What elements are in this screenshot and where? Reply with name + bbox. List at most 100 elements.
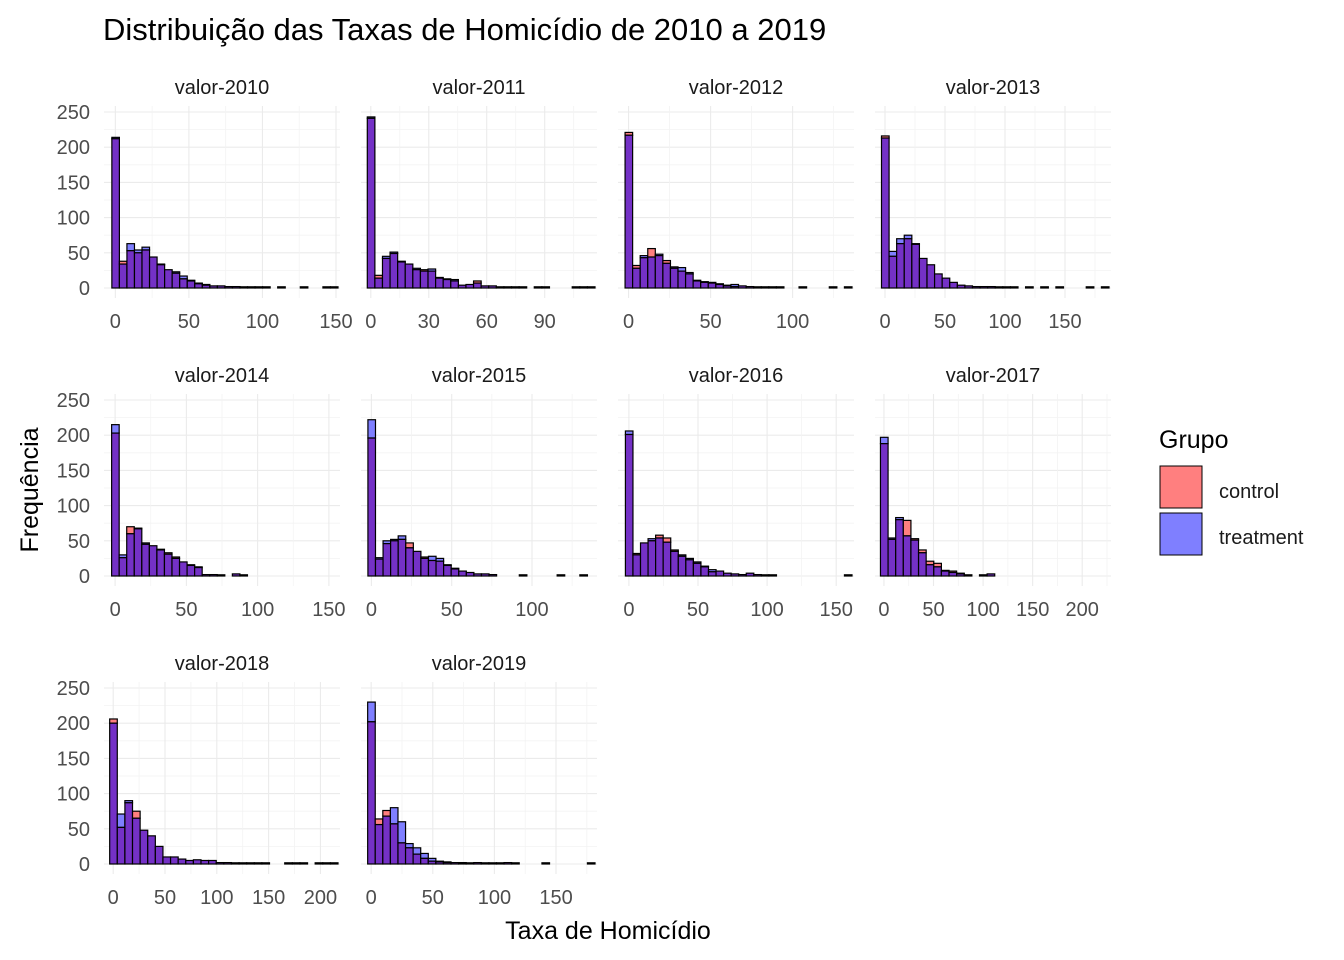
x-tick-label: 150 — [819, 599, 852, 621]
bar — [420, 557, 430, 577]
bar — [111, 432, 120, 577]
y-tick-label: 0 — [79, 854, 90, 876]
bar — [843, 286, 853, 289]
bar — [760, 574, 770, 577]
bar — [322, 862, 331, 865]
bar — [427, 860, 437, 865]
bar — [465, 862, 475, 865]
x-tick-label: 0 — [366, 599, 377, 621]
bar — [367, 721, 376, 865]
bar — [389, 823, 399, 865]
bar — [579, 574, 589, 577]
bar — [685, 559, 694, 577]
bar — [1009, 286, 1019, 289]
bar-segment — [662, 537, 672, 543]
bar — [903, 238, 913, 289]
strip-label: valor-2013 — [946, 77, 1041, 99]
bar — [722, 572, 732, 577]
x-tick-label: 150 — [539, 887, 572, 909]
bar — [148, 256, 158, 289]
bar — [541, 286, 551, 289]
bar — [480, 573, 490, 577]
y-tick-label: 50 — [68, 819, 90, 841]
bar — [662, 541, 672, 577]
bar — [571, 286, 581, 289]
y-tick-label: 0 — [79, 566, 90, 588]
y-tick-label: 50 — [68, 531, 90, 553]
bar — [239, 286, 249, 289]
bar — [171, 272, 181, 289]
bar-segment — [896, 238, 905, 245]
bar — [1100, 286, 1110, 289]
legend-label-treatment: treatment — [1219, 527, 1304, 549]
bar-segment — [405, 542, 414, 549]
x-tick-label: 0 — [623, 599, 634, 621]
bar — [700, 566, 710, 577]
x-tick-label: 0 — [366, 887, 377, 909]
bar — [488, 573, 498, 577]
bar-segment — [367, 419, 377, 439]
bar — [179, 278, 188, 289]
bar — [374, 277, 384, 289]
bar — [231, 573, 241, 577]
y-tick-label: 250 — [57, 390, 90, 412]
bar — [963, 574, 973, 577]
bar — [111, 138, 120, 289]
strip-label: valor-2014 — [175, 365, 270, 387]
y-tick-label: 0 — [79, 278, 90, 300]
x-tick-label: 150 — [319, 311, 352, 333]
bar-segment — [427, 555, 437, 562]
bar — [511, 862, 520, 865]
x-tick-label: 100 — [988, 311, 1021, 333]
x-tick-label: 0 — [878, 599, 889, 621]
bar — [647, 256, 656, 289]
bar — [503, 286, 513, 289]
bar — [1024, 286, 1034, 289]
facet-panel-valor-2016: valor-2016 0 50 100 150 — [618, 365, 854, 621]
bar — [208, 859, 217, 865]
bar — [390, 540, 399, 577]
facet-panel-valor-2018: valor-2018 0 50 100 150 200 250 0 50 100 150 200 — [57, 653, 340, 909]
x-tick-label: 100 — [776, 311, 809, 333]
bar — [971, 285, 981, 289]
bar — [116, 826, 126, 865]
x-tick-label: 0 — [108, 887, 119, 909]
bar — [186, 564, 196, 577]
x-tick-label: 0 — [879, 311, 890, 333]
bar — [126, 533, 135, 577]
strip-label: valor-2010 — [175, 77, 270, 99]
bar — [692, 562, 702, 577]
bar — [450, 568, 460, 577]
facet-panel-valor-2013: valor-2013 0 50 100 150 — [875, 77, 1111, 333]
bar — [412, 550, 422, 577]
bar — [647, 540, 657, 577]
bar — [382, 543, 392, 577]
bar — [632, 267, 641, 289]
bar-segment — [389, 807, 399, 825]
bar — [533, 286, 543, 289]
bar — [978, 574, 988, 577]
bar — [1055, 286, 1065, 289]
bar — [124, 802, 134, 865]
bar — [397, 842, 407, 865]
x-tick-label: 0 — [623, 311, 634, 333]
bar — [1085, 286, 1095, 289]
bar — [404, 263, 414, 289]
bar — [435, 861, 445, 865]
bar — [239, 574, 249, 577]
facet-panel-valor-2011: valor-2011 0 30 60 90 — [361, 77, 597, 333]
bar — [956, 573, 965, 577]
y-tick-label: 250 — [57, 102, 90, 124]
bar-segment — [126, 526, 135, 535]
bar — [495, 286, 505, 289]
x-tick-label: 100 — [200, 887, 233, 909]
y-tick-label: 50 — [68, 243, 90, 265]
bar — [253, 862, 263, 865]
bar — [798, 286, 808, 289]
strip-label: valor-2019 — [432, 653, 527, 675]
bar — [632, 554, 642, 577]
bar — [828, 286, 838, 289]
facet-panel-valor-2015: valor-2015 0 50 100 — [361, 365, 597, 621]
